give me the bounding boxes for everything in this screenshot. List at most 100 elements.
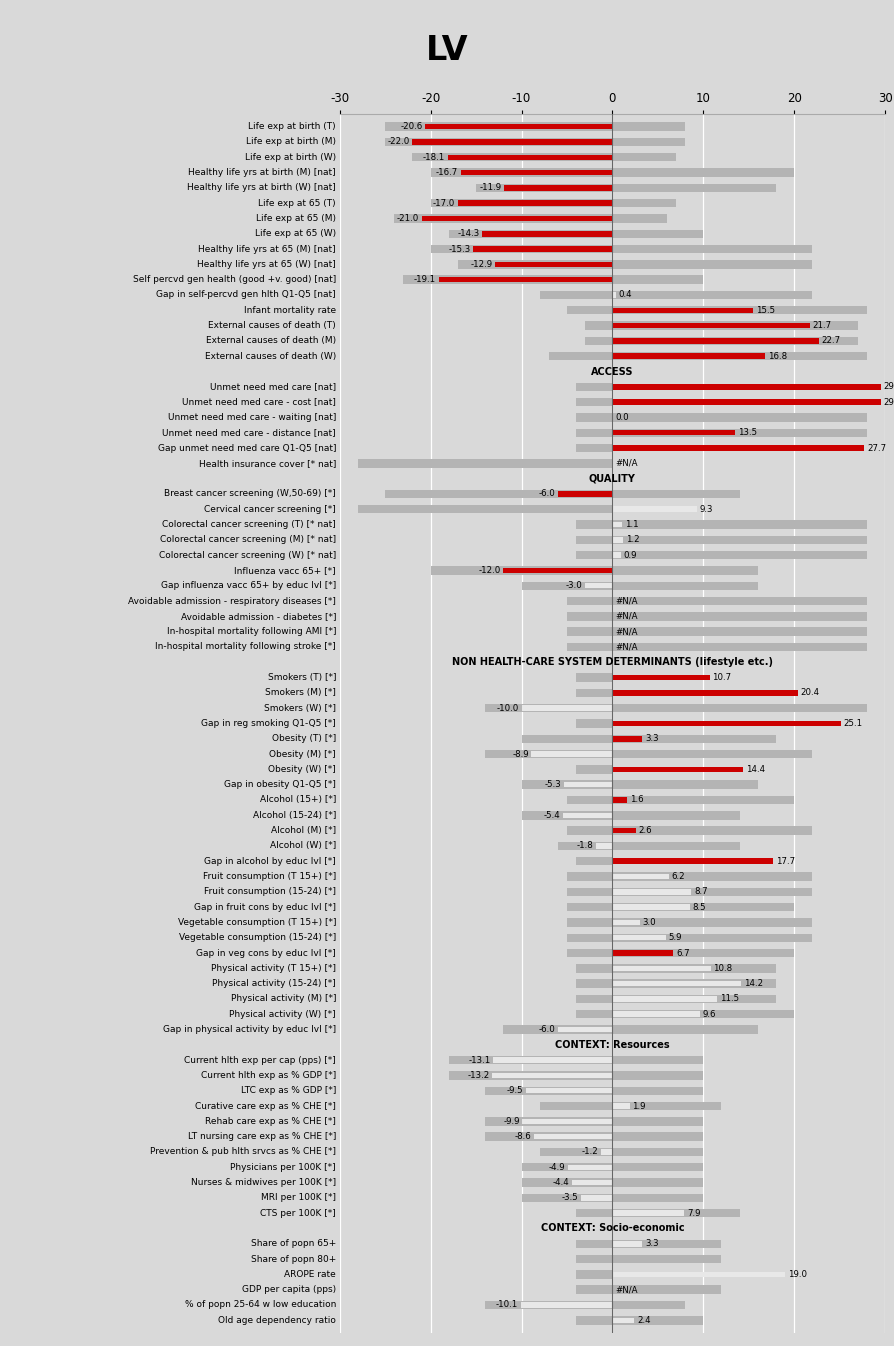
Text: LT nursing care exp as % CHE [*]: LT nursing care exp as % CHE [*] <box>188 1132 336 1141</box>
Bar <box>385 490 739 498</box>
Bar <box>521 705 612 711</box>
Text: External causes of death (M): External causes of death (M) <box>206 336 336 346</box>
Text: 15.5: 15.5 <box>756 306 775 315</box>
Text: GDP per capita (pps): GDP per capita (pps) <box>242 1285 336 1295</box>
Text: 0.9: 0.9 <box>623 551 637 560</box>
Bar <box>521 812 739 820</box>
Text: Life exp at birth (M): Life exp at birth (M) <box>246 137 336 147</box>
Text: 2.4: 2.4 <box>637 1316 651 1324</box>
Bar <box>576 382 612 392</box>
Bar <box>612 919 639 925</box>
Bar <box>612 981 741 987</box>
Text: -11.9: -11.9 <box>479 183 502 192</box>
Text: CTS per 100K [*]: CTS per 100K [*] <box>260 1209 336 1218</box>
Text: Life exp at 65 (W): Life exp at 65 (W) <box>255 229 336 238</box>
Text: Gap in alcohol by educ lvl [*]: Gap in alcohol by educ lvl [*] <box>205 856 336 865</box>
Bar <box>612 307 754 314</box>
Bar <box>612 1318 634 1323</box>
Text: -10.0: -10.0 <box>496 704 519 712</box>
Bar <box>612 384 881 389</box>
Bar <box>576 857 612 865</box>
Text: % of popn 25-64 w low education: % of popn 25-64 w low education <box>185 1300 336 1310</box>
Bar <box>612 950 673 956</box>
Text: -17.0: -17.0 <box>433 199 455 207</box>
Bar <box>612 828 636 833</box>
Bar <box>612 935 666 941</box>
Bar <box>567 795 794 804</box>
Bar <box>403 276 704 284</box>
Text: In-hospital mortality following AMI [*]: In-hospital mortality following AMI [*] <box>166 627 336 637</box>
Bar <box>549 353 867 361</box>
Text: 7.9: 7.9 <box>687 1209 700 1218</box>
Text: Smokers (T) [*]: Smokers (T) [*] <box>267 673 336 682</box>
Text: 0.4: 0.4 <box>619 291 632 300</box>
Text: -19.1: -19.1 <box>414 275 436 284</box>
Bar <box>358 505 612 513</box>
Text: -6.0: -6.0 <box>538 1026 555 1034</box>
Text: Healthy life yrs at birth (M) [nat]: Healthy life yrs at birth (M) [nat] <box>189 168 336 178</box>
Text: -13.1: -13.1 <box>468 1055 491 1065</box>
Bar <box>567 826 813 835</box>
Bar <box>612 767 743 773</box>
Text: Colorectal cancer screening (W) [* nat]: Colorectal cancer screening (W) [* nat] <box>159 551 336 560</box>
Text: #N/A: #N/A <box>615 459 637 468</box>
Bar <box>485 1132 704 1141</box>
Bar <box>540 291 813 299</box>
Text: 29.5: 29.5 <box>883 382 894 392</box>
Text: Fruit consumption (T 15+) [*]: Fruit consumption (T 15+) [*] <box>203 872 336 882</box>
Text: #N/A: #N/A <box>615 642 637 651</box>
Text: -3.5: -3.5 <box>561 1194 578 1202</box>
Text: Gap in obesity Q1-Q5 [*]: Gap in obesity Q1-Q5 [*] <box>224 781 336 789</box>
Bar <box>586 322 858 330</box>
Bar <box>612 859 773 864</box>
Bar <box>394 214 667 222</box>
Bar <box>567 918 813 926</box>
Bar <box>612 1011 700 1018</box>
Text: CONTEXT: Resources: CONTEXT: Resources <box>555 1040 670 1050</box>
Bar <box>521 1194 704 1202</box>
Bar <box>596 843 612 848</box>
Text: Vegetable consumption (15-24) [*]: Vegetable consumption (15-24) [*] <box>179 933 336 942</box>
Text: Unmet need med care - waiting [nat]: Unmet need med care - waiting [nat] <box>168 413 336 421</box>
Bar <box>576 413 867 421</box>
Text: Physicians per 100K [*]: Physicians per 100K [*] <box>231 1163 336 1172</box>
Bar <box>567 612 867 621</box>
Bar <box>503 568 612 573</box>
Text: Gap in fruit cons by educ lvl [*]: Gap in fruit cons by educ lvl [*] <box>194 903 336 911</box>
Text: Fruit consumption (15-24) [*]: Fruit consumption (15-24) [*] <box>204 887 336 896</box>
Text: External causes of death (T): External causes of death (T) <box>208 322 336 330</box>
Bar <box>426 124 612 129</box>
Text: Current hlth exp as % GDP [*]: Current hlth exp as % GDP [*] <box>201 1071 336 1079</box>
Bar <box>485 1086 704 1094</box>
Text: 6.7: 6.7 <box>676 949 689 957</box>
Bar <box>576 1271 612 1279</box>
Bar <box>576 765 612 774</box>
Text: 1.1: 1.1 <box>625 520 638 529</box>
Text: Obesity (W) [*]: Obesity (W) [*] <box>268 765 336 774</box>
Bar <box>520 1303 612 1308</box>
Text: #N/A: #N/A <box>615 627 637 637</box>
Bar <box>612 890 691 895</box>
Text: Alcohol (15+) [*]: Alcohol (15+) [*] <box>260 795 336 805</box>
Text: -14.3: -14.3 <box>458 229 480 238</box>
Text: 19.0: 19.0 <box>788 1269 806 1279</box>
Bar <box>540 1148 704 1156</box>
Bar <box>412 139 612 144</box>
Text: CONTEXT: Socio-economic: CONTEXT: Socio-economic <box>541 1224 684 1233</box>
Text: Life exp at 65 (T): Life exp at 65 (T) <box>258 199 336 207</box>
Bar <box>612 400 881 405</box>
Bar <box>612 1210 684 1215</box>
Bar <box>612 537 623 542</box>
Bar <box>602 1149 612 1155</box>
Text: 8.5: 8.5 <box>692 903 706 911</box>
Bar <box>431 567 758 575</box>
Bar <box>576 673 612 682</box>
Text: Gap in physical activity by educ lvl [*]: Gap in physical activity by educ lvl [*] <box>163 1026 336 1034</box>
Text: LV: LV <box>426 34 468 67</box>
Text: 22.7: 22.7 <box>822 336 840 346</box>
Text: -22.0: -22.0 <box>387 137 409 147</box>
Bar <box>558 841 739 851</box>
Text: Smokers (M) [*]: Smokers (M) [*] <box>266 688 336 697</box>
Bar <box>612 1104 629 1109</box>
Text: 1.2: 1.2 <box>626 536 639 544</box>
